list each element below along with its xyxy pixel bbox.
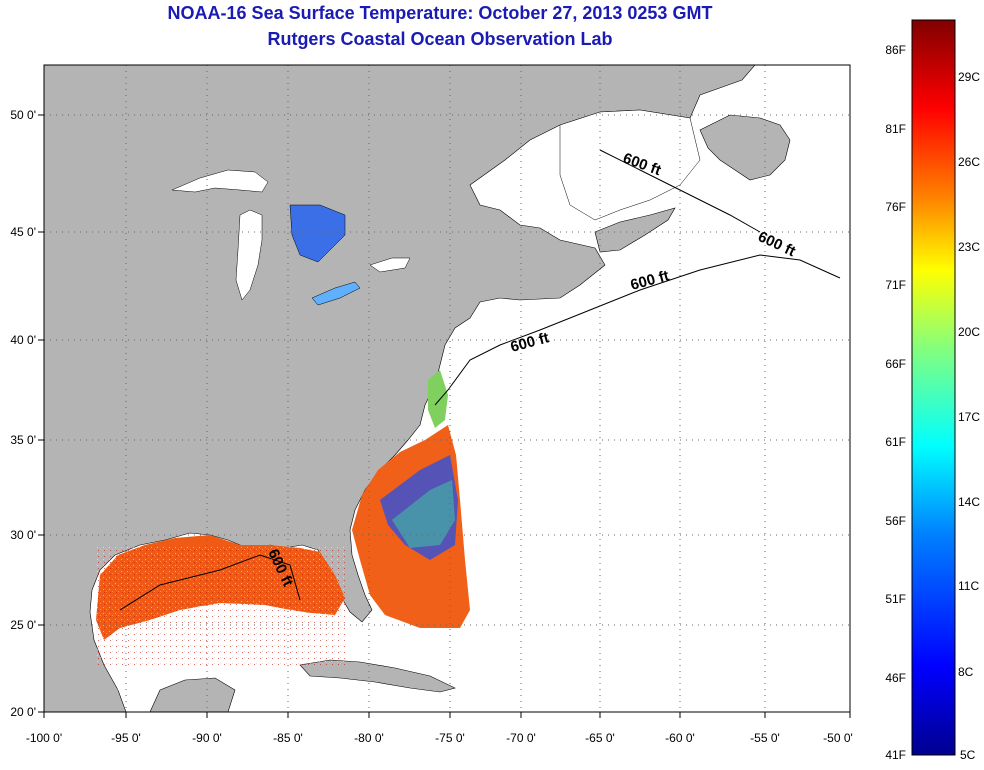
map-grid: [44, 65, 850, 712]
colorbar-c-label: 20C: [958, 325, 980, 339]
contour-600ft-line: [119, 149, 841, 611]
nova-scotia: [594, 207, 676, 253]
lake-erie: [311, 281, 361, 306]
lake-ontario: [369, 257, 411, 273]
map-subtitle: Rutgers Coastal Ocean Observation Lab: [267, 29, 613, 49]
colorbar-f-label: 46F: [885, 671, 906, 685]
lon-tick-label: -70 0': [506, 731, 536, 745]
lon-tick-label: -55 0': [750, 731, 780, 745]
colorbar-c-label: 29C: [958, 70, 980, 84]
lon-tick-label: -75 0': [435, 731, 465, 745]
colorbar-gradient: [911, 19, 956, 756]
lon-tick-label: -60 0': [665, 731, 695, 745]
sst-gulf-stream-mix: [392, 480, 455, 548]
colorbar-c-label: 11C: [958, 579, 979, 593]
lat-ticks: 20 0' 25 0' 30 0' 35 0' 40 0' 45 0' 50 0…: [10, 108, 44, 719]
colorbar-f-label: 56F: [885, 514, 906, 528]
lon-tick-label: -100 0': [26, 731, 62, 745]
colorbar-f-label: 71F: [885, 278, 906, 292]
colorbar-c-label: 23C: [958, 240, 980, 254]
lon-tick-label: -80 0': [354, 731, 384, 745]
colorbar-f-label: 61F: [885, 435, 906, 449]
lon-tick-label: -50 0': [823, 731, 853, 745]
colorbar-c-label: 8C: [958, 665, 974, 679]
colorbar-c-label: 5C: [960, 748, 976, 762]
lat-tick-label: 25 0': [10, 618, 36, 632]
lat-tick-label: 45 0': [10, 225, 36, 239]
sst-cape-hatteras: [428, 370, 448, 428]
lat-tick-label: 40 0': [10, 333, 36, 347]
lake-superior: [171, 169, 269, 193]
map-title: NOAA-16 Sea Surface Temperature: October…: [167, 3, 713, 23]
lake-huron: [289, 204, 346, 263]
newfoundland: [699, 114, 791, 181]
colorbar-c-label: 17C: [958, 410, 980, 424]
colorbar: 41F 46F 51F 56F 61F 66F 71F 76F 81F 86F …: [885, 19, 980, 762]
cuba: [299, 659, 456, 693]
colorbar-f-label: 86F: [885, 43, 906, 57]
lon-ticks: -100 0' -95 0' -90 0' -85 0' -80 0' -75 …: [26, 712, 853, 745]
lon-tick-label: -65 0': [585, 731, 615, 745]
sst-noise: [96, 545, 346, 665]
colorbar-f-label: 41F: [885, 748, 906, 762]
lat-tick-label: 50 0': [10, 108, 36, 122]
colorbar-f-label: 76F: [885, 200, 906, 214]
yucatan: [149, 677, 236, 712]
lat-tick-label: 20 0': [10, 705, 36, 719]
map-border: [43, 64, 851, 713]
lon-tick-label: -85 0': [273, 731, 303, 745]
lon-tick-label: -95 0': [111, 731, 141, 745]
lon-tick-label: -90 0': [192, 731, 222, 745]
colorbar-c-label: 26C: [958, 155, 980, 169]
colorbar-f-label: 81F: [885, 122, 906, 136]
colorbar-f-label: 51F: [885, 592, 906, 606]
colorbar-f-label: 66F: [885, 357, 906, 371]
colorbar-c-label: 14C: [958, 495, 980, 509]
lat-tick-label: 35 0': [10, 433, 36, 447]
lat-tick-label: 30 0': [10, 528, 36, 542]
